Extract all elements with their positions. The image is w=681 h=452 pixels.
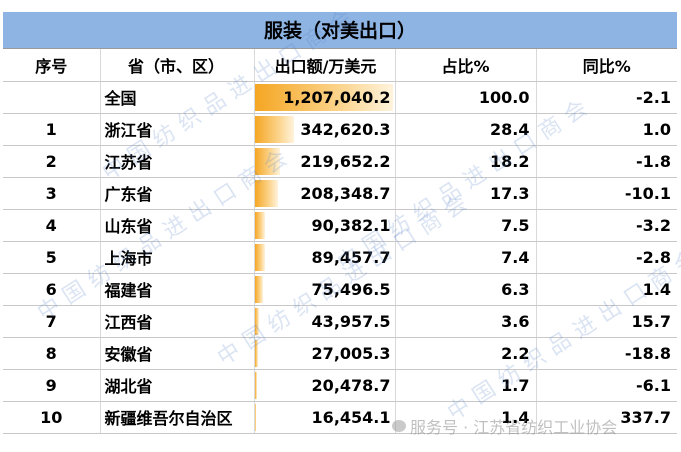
table-row: 9 湖北省 20,478.7 1.7 -6.1 xyxy=(3,369,677,402)
cell-region: 新疆维吾尔自治区 xyxy=(100,401,255,434)
value-bar xyxy=(254,307,260,335)
cell-share: 1.7 xyxy=(395,369,537,402)
footer-watermark: 服务号 · 江苏省纺织工业协会 xyxy=(392,414,617,438)
value-bar xyxy=(254,403,257,431)
table-row: 8 安徽省 27,005.3 2.2 -18.8 xyxy=(3,337,677,370)
cell-share: 28.4 xyxy=(395,113,537,146)
value-text: 43,957.5 xyxy=(311,311,391,331)
cell-share: 7.4 xyxy=(395,241,537,274)
value-text: 75,496.5 xyxy=(311,279,391,299)
cell-region: 江西省 xyxy=(100,305,255,338)
cell-no: 6 xyxy=(3,273,101,306)
cell-share: 18.2 xyxy=(395,145,537,178)
value-bar xyxy=(254,211,265,239)
cell-no: 2 xyxy=(3,145,101,178)
cell-share: 1.4 xyxy=(395,401,537,434)
value-bar xyxy=(254,147,280,175)
cell-share: 6.3 xyxy=(395,273,537,306)
cell-share: 7.5 xyxy=(395,209,537,242)
cell-no: 3 xyxy=(3,177,101,210)
cell-yoy: -2.8 xyxy=(536,241,677,274)
cell-value: 27,005.3 xyxy=(254,337,396,370)
cell-value: 89,457.7 xyxy=(254,241,396,274)
cell-yoy: -6.1 xyxy=(536,369,677,402)
cell-yoy: -18.8 xyxy=(536,337,677,370)
cell-share: 2.2 xyxy=(395,337,537,370)
cell-yoy: -2.1 xyxy=(536,81,677,114)
cell-region: 福建省 xyxy=(100,273,255,306)
value-bar xyxy=(254,179,279,207)
cell-yoy: 15.7 xyxy=(536,305,677,338)
table-row: 1 浙江省 342,620.3 28.4 1.0 xyxy=(3,113,677,146)
cell-value: 342,620.3 xyxy=(254,113,396,146)
cell-no: 7 xyxy=(3,305,101,338)
cell-yoy: 1.4 xyxy=(536,273,677,306)
cell-region: 山东省 xyxy=(100,209,255,242)
value-text: 89,457.7 xyxy=(311,247,391,267)
cell-region: 上海市 xyxy=(100,241,255,274)
value-text: 90,382.1 xyxy=(311,215,391,235)
footer-watermark-text: 服务号 · 江苏省纺织工业协会 xyxy=(410,418,618,437)
header-share: 占比% xyxy=(395,48,537,82)
value-bar xyxy=(254,275,264,303)
wechat-icon xyxy=(392,420,406,432)
cell-value: 20,478.7 xyxy=(254,369,396,402)
cell-no: 1 xyxy=(3,113,101,146)
table-row: 10 新疆维吾尔自治区 16,454.1 1.4 337.7 xyxy=(3,401,677,434)
table-row: 6 福建省 75,496.5 6.3 1.4 xyxy=(3,273,677,306)
cell-no xyxy=(3,81,101,114)
cell-share: 100.0 xyxy=(395,81,537,114)
table-title: 服装（对美出口） xyxy=(3,12,677,49)
cell-value: 16,454.1 xyxy=(254,401,396,434)
cell-region: 广东省 xyxy=(100,177,255,210)
header-region: 省（市、区） xyxy=(100,48,255,82)
value-text: 219,652.2 xyxy=(300,151,391,171)
cell-no: 4 xyxy=(3,209,101,242)
value-bar xyxy=(254,83,393,111)
header-no: 序号 xyxy=(3,48,101,82)
cell-value: 219,652.2 xyxy=(254,145,396,178)
cell-value: 43,957.5 xyxy=(254,305,396,338)
value-text: 27,005.3 xyxy=(311,343,391,363)
value-bar xyxy=(254,243,265,271)
cell-yoy: -1.8 xyxy=(536,145,677,178)
table-row: 3 广东省 208,348.7 17.3 -10.1 xyxy=(3,177,677,210)
cell-region: 湖北省 xyxy=(100,369,255,402)
cell-no: 5 xyxy=(3,241,101,274)
cell-share: 3.6 xyxy=(395,305,537,338)
table-row: 全国 1,207,040.2 100.0 -2.1 xyxy=(3,81,677,114)
cell-no: 10 xyxy=(3,401,101,434)
value-bar xyxy=(254,339,258,367)
value-text: 20,478.7 xyxy=(311,375,391,395)
value-text: 342,620.3 xyxy=(300,119,391,139)
table-row: 2 江苏省 219,652.2 18.2 -1.8 xyxy=(3,145,677,178)
value-text: 1,207,040.2 xyxy=(283,87,391,107)
cell-no: 9 xyxy=(3,369,101,402)
value-text: 208,348.7 xyxy=(300,183,391,203)
cell-region: 安徽省 xyxy=(100,337,255,370)
cell-region: 江苏省 xyxy=(100,145,255,178)
value-bar xyxy=(254,371,257,399)
export-table: 服装（对美出口） 序号 省（市、区） 出口额/万美元 占比% 同比% 全国 1,2… xyxy=(3,12,677,434)
table-row: 4 山东省 90,382.1 7.5 -3.2 xyxy=(3,209,677,242)
cell-yoy: 337.7 xyxy=(536,401,677,434)
cell-yoy: -10.1 xyxy=(536,177,677,210)
cell-yoy: -3.2 xyxy=(536,209,677,242)
cell-value: 208,348.7 xyxy=(254,177,396,210)
cell-value: 1,207,040.2 xyxy=(254,81,396,114)
cell-region: 浙江省 xyxy=(100,113,255,146)
cell-no: 8 xyxy=(3,337,101,370)
table-row: 5 上海市 89,457.7 7.4 -2.8 xyxy=(3,241,677,274)
value-text: 16,454.1 xyxy=(311,407,391,427)
cell-value: 90,382.1 xyxy=(254,209,396,242)
value-bar xyxy=(254,115,294,143)
cell-share: 17.3 xyxy=(395,177,537,210)
cell-region: 全国 xyxy=(100,81,255,114)
cell-yoy: 1.0 xyxy=(536,113,677,146)
header-yoy: 同比% xyxy=(536,48,677,82)
table-row: 7 江西省 43,957.5 3.6 15.7 xyxy=(3,305,677,338)
cell-value: 75,496.5 xyxy=(254,273,396,306)
header-value: 出口额/万美元 xyxy=(254,48,396,82)
